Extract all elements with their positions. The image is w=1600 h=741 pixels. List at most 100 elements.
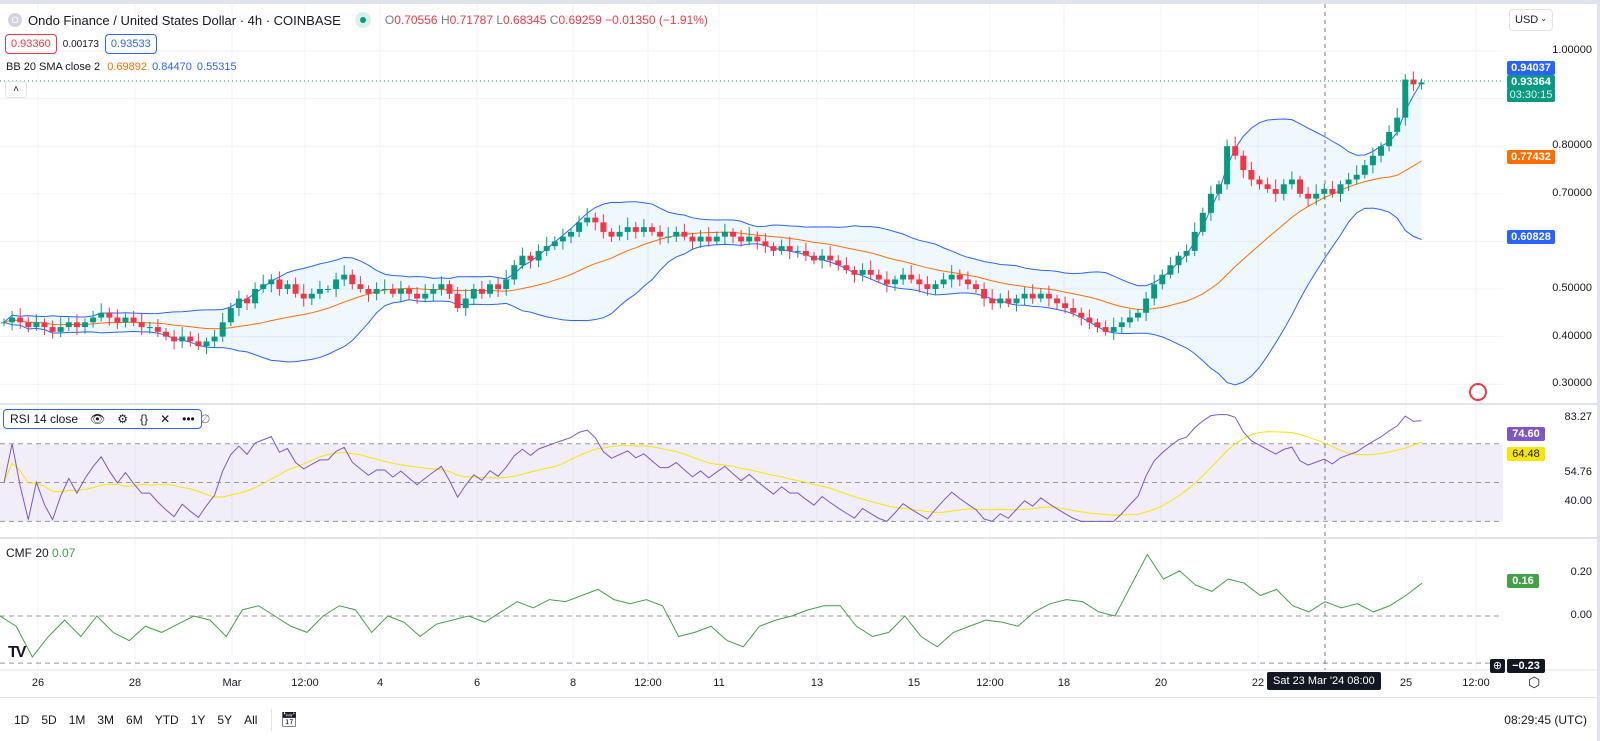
candle-body [373, 289, 380, 294]
more-icon[interactable]: ••• [182, 412, 195, 426]
candle-body [559, 236, 566, 242]
candle-body [940, 279, 947, 285]
candle-body [122, 317, 129, 323]
tradingview-logo[interactable]: TV [8, 644, 27, 661]
us-flag-event-icon [1469, 383, 1487, 401]
candle-body [981, 289, 988, 299]
candle-body [1305, 193, 1312, 199]
zoom-plus-icon[interactable]: ⊕ [1490, 659, 1505, 673]
candle-body [414, 293, 421, 299]
settings-icon[interactable]: ⚙︎ [117, 412, 129, 426]
candle-body [916, 279, 923, 285]
candle-body [357, 284, 364, 289]
range-button-6m[interactable]: 6M [126, 712, 143, 727]
candle-body [211, 336, 218, 342]
close-icon[interactable]: ✕ [160, 412, 171, 426]
eye-icon[interactable]: 👁︎ [90, 412, 106, 426]
candle-body [1199, 212, 1206, 232]
candle-body [1167, 265, 1174, 275]
candle-body [1159, 274, 1166, 285]
candle-body [778, 246, 785, 251]
candle-body [989, 298, 996, 304]
go-to-date-icon[interactable]: 📅︎ [280, 711, 299, 727]
candle-body [1410, 79, 1417, 85]
cmf-legend[interactable]: CMF 20 0.07 [6, 546, 75, 560]
rsi-label: RSI 14 close [10, 412, 79, 426]
candle-body [624, 227, 631, 232]
candle-body [1045, 293, 1052, 299]
candle-body [859, 269, 866, 275]
candle-body [640, 227, 647, 232]
candle-body [219, 322, 226, 337]
rsi-ma-tag: 64.48 [1507, 447, 1545, 461]
candle-body [195, 341, 202, 347]
open-label: O [384, 13, 395, 27]
candle-body [65, 322, 72, 328]
candle-body [673, 231, 680, 237]
price-tick: 0.40000 [1552, 329, 1592, 342]
high-value: 0.71787 [449, 13, 493, 27]
candle-body [203, 341, 210, 347]
source-code-icon[interactable]: {} [140, 412, 149, 426]
candle-body [462, 298, 469, 309]
bb-upper-value: 0.84470 [152, 61, 192, 73]
candle-body [924, 284, 931, 289]
candle-body [33, 322, 40, 328]
time-tick: 12:00 [976, 677, 1004, 689]
rsi-value-tag: 74.60 [1507, 427, 1545, 441]
price-tick: 1.00000 [1552, 44, 1592, 56]
candle-body [1256, 179, 1263, 185]
time-tick: 12:00 [1462, 677, 1490, 689]
candle-body [130, 317, 137, 323]
candle-body [244, 298, 250, 304]
buy-price-button[interactable]: 0.93533 [104, 34, 157, 54]
candle-body [1329, 189, 1336, 194]
candle-body [381, 289, 388, 290]
range-button-ytd[interactable]: YTD [154, 712, 179, 727]
range-button-1y[interactable]: 1Y [190, 712, 206, 727]
bb-legend[interactable]: BB 20 SMA close 2 0.69892 0.84470 0.5531… [6, 61, 237, 73]
collapse-legend-button[interactable]: ˄ [5, 81, 27, 98]
candle-body [527, 255, 534, 261]
candle-body [146, 327, 153, 329]
candle-body [883, 279, 890, 285]
candle-body [1135, 312, 1141, 318]
candle-body [90, 317, 97, 323]
candle-body [422, 293, 429, 299]
range-button-5y[interactable]: 5Y [217, 712, 233, 727]
symbol-title[interactable]: Ondo Finance / United States Dollar · 4h… [28, 12, 341, 28]
cmf-tick: 0.20 [1570, 566, 1592, 578]
rsi-legend[interactable]: RSI 14 close 👁︎ ⚙︎ {} ✕ ••• [3, 409, 202, 429]
candle-body [1337, 184, 1344, 194]
candle-body [584, 217, 591, 223]
candle-body [535, 250, 542, 261]
currency-select[interactable]: USD ⌄ [1509, 9, 1553, 31]
range-button-1d[interactable]: 1D [14, 712, 30, 727]
candle-body [308, 293, 315, 299]
candle-body [1264, 184, 1271, 190]
range-button-5d[interactable]: 5D [41, 712, 57, 727]
candle-body [98, 312, 105, 318]
candle-body [576, 222, 583, 232]
range-button-1m[interactable]: 1M [68, 712, 86, 727]
chart-canvas[interactable] [0, 0, 1597, 697]
range-button-all[interactable]: All [244, 712, 258, 727]
range-button-3m[interactable]: 3M [97, 712, 115, 727]
axis-settings-icon[interactable]: ⬡ [1528, 674, 1541, 690]
time-tick: Mar [222, 677, 242, 689]
utc-clock[interactable]: 08:29:45 (UTC) [1504, 712, 1587, 727]
candle-body [1280, 184, 1287, 194]
candle-body [1321, 189, 1328, 194]
rsi-tick: 83.27 [1564, 411, 1592, 423]
candle-body [592, 217, 599, 223]
cmf-min-tag: −0.23 [1507, 659, 1545, 673]
candle-body [519, 255, 526, 266]
candle-body [25, 322, 32, 328]
sell-price-button[interactable]: 0.93360 [5, 34, 57, 54]
candle-body [1029, 293, 1036, 299]
time-tick: 26 [31, 677, 45, 689]
candle-body [430, 289, 437, 294]
candle-body [721, 231, 728, 237]
spread-value: 0.00173 [62, 38, 99, 50]
candle-body [1086, 317, 1093, 323]
